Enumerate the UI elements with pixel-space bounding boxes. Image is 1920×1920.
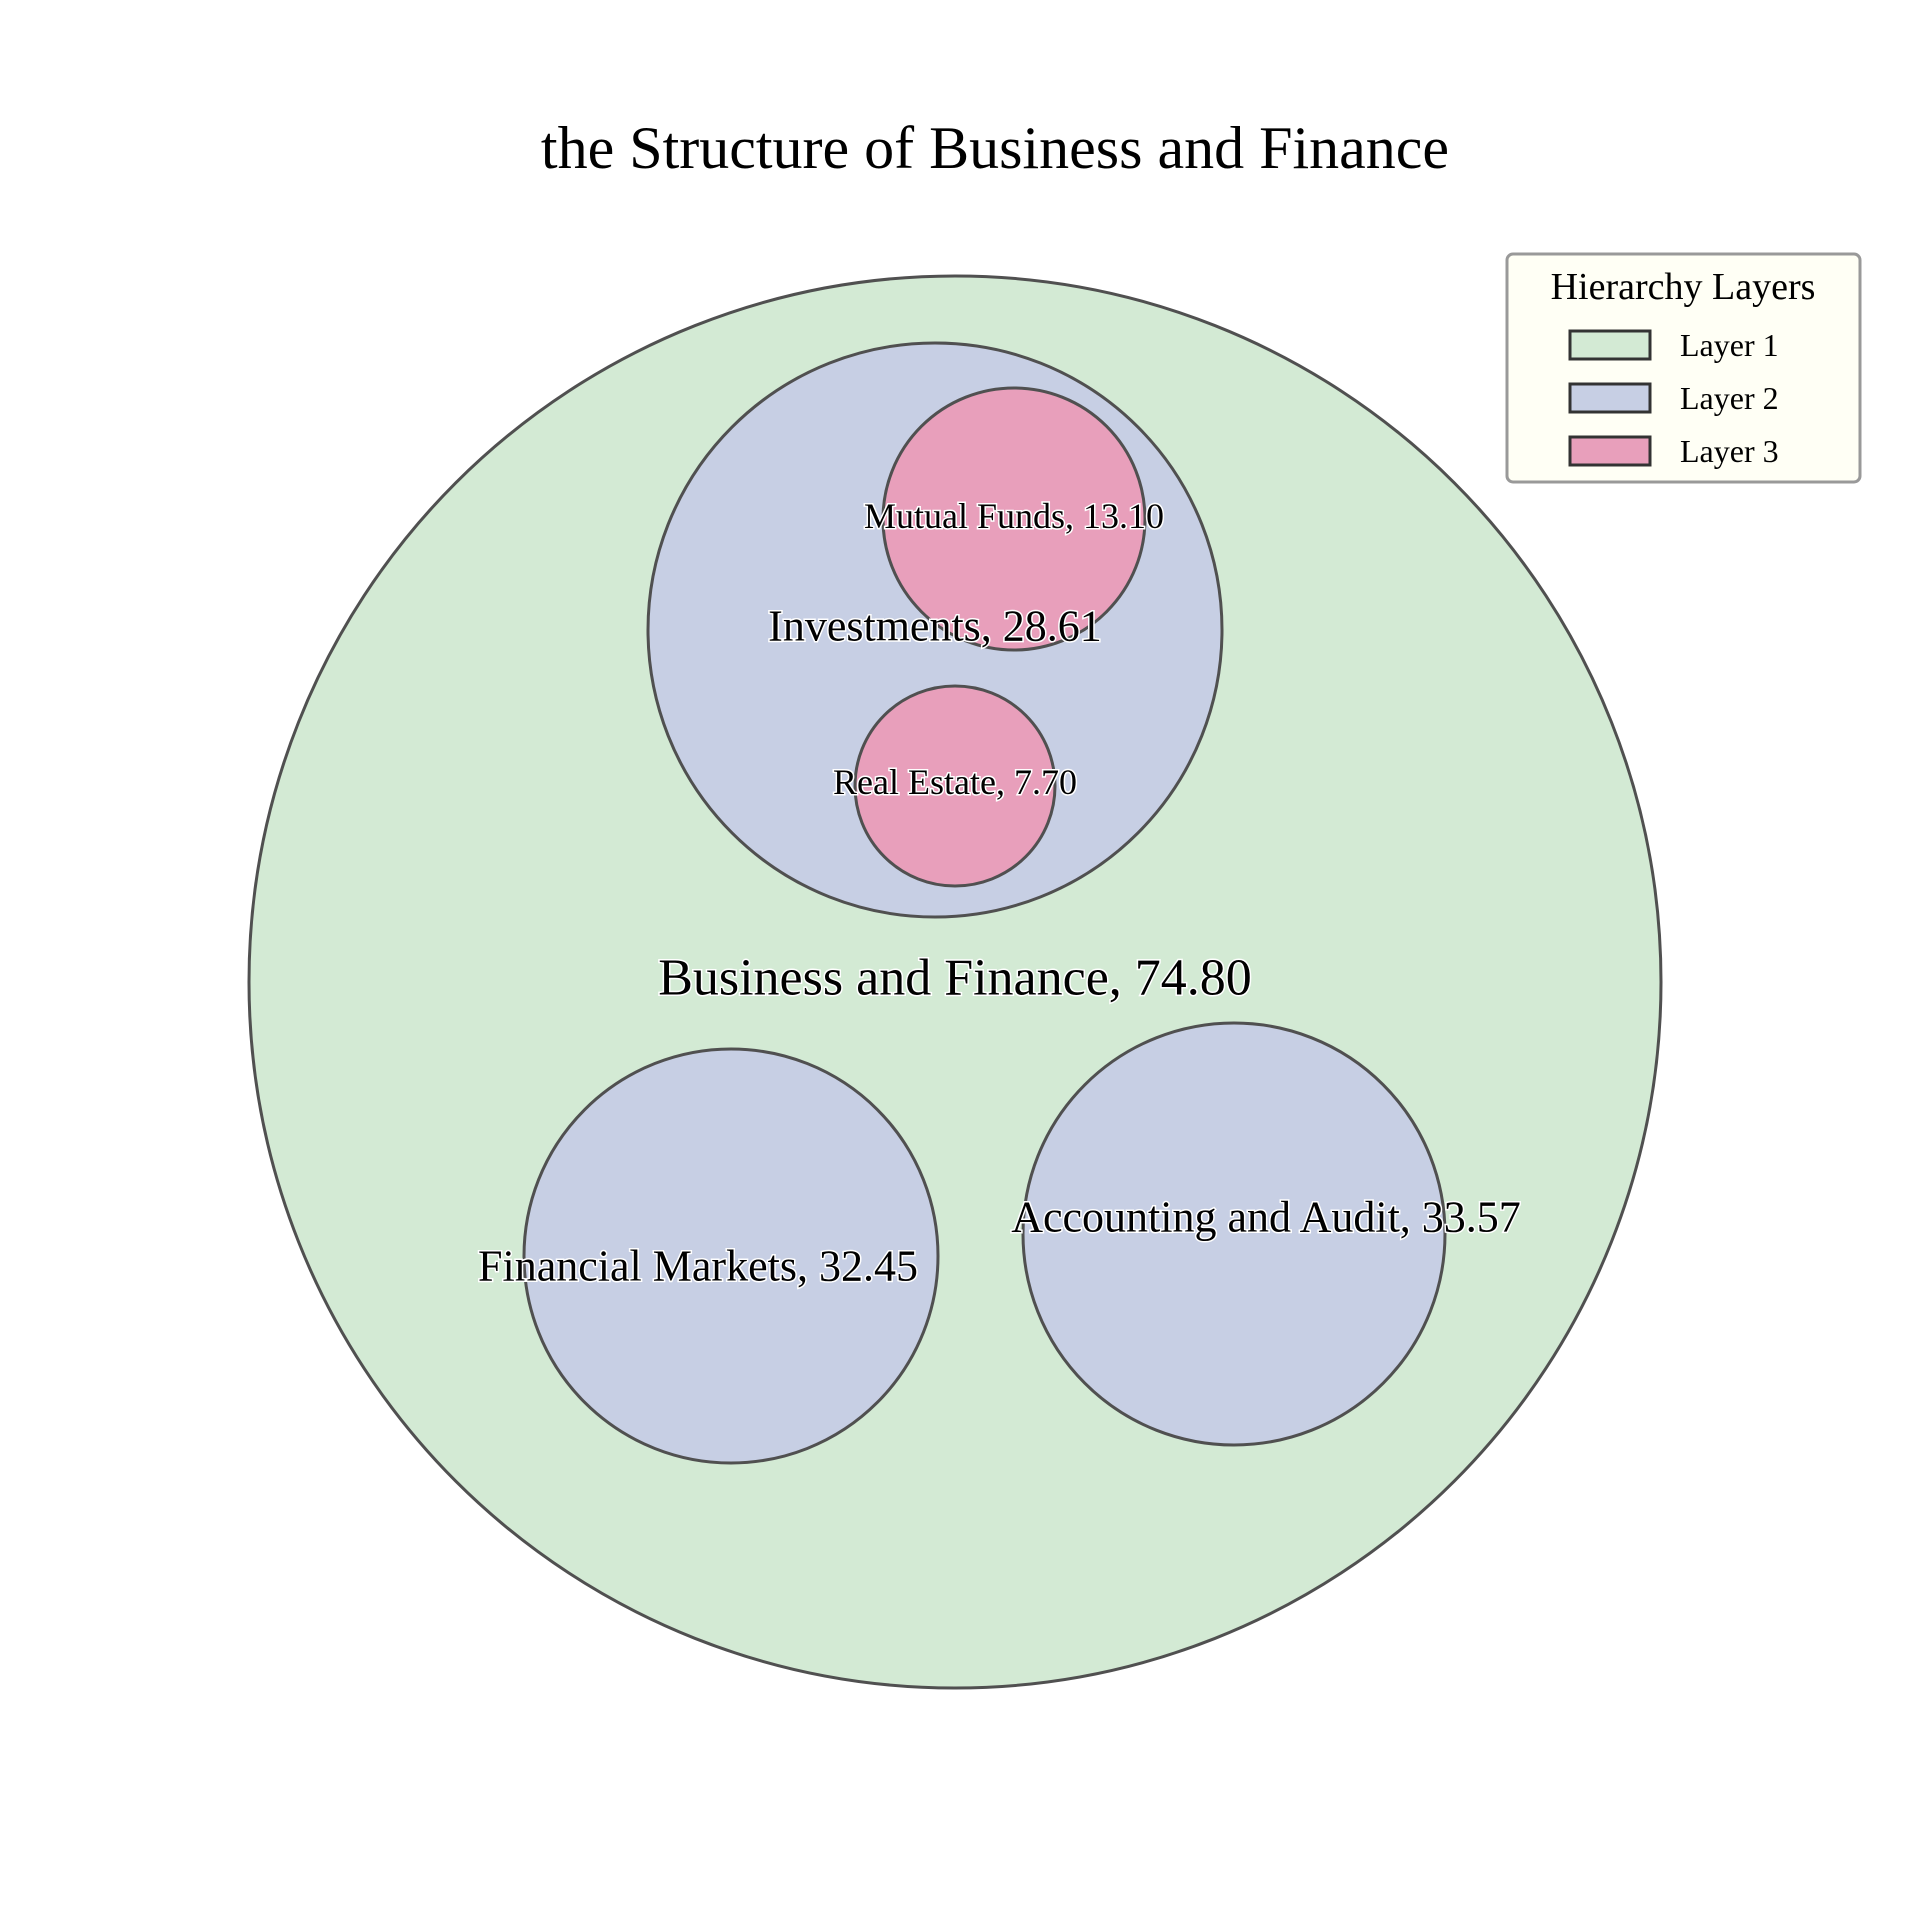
label-layer: Business and Finance, 74.80 Investments, … [477, 495, 1523, 1293]
legend-title: Hierarchy Layers [1551, 266, 1816, 308]
bubble-label-investments: Investments, 28.61 [768, 602, 1102, 651]
legend: Hierarchy Layers Layer 1 Layer 2 Layer 3 [1505, 252, 1862, 484]
bubble-label-root: Business and Finance, 74.80 [658, 950, 1252, 1007]
legend-swatch-layer-2 [1568, 382, 1652, 414]
bubble-label-accounting-audit: Accounting and Audit, 33.57 [1011, 1193, 1521, 1242]
bubble-mutual-funds [881, 386, 1147, 652]
bubble-layer [247, 274, 1663, 1690]
bubble-label-real-estate: Real Estate, 7.70 [833, 762, 1077, 802]
legend-swatch-layer-3 [1568, 435, 1652, 467]
legend-label-layer-1: Layer 1 [1680, 327, 1779, 363]
bubble-financial-markets [522, 1047, 940, 1465]
chart-title: the Structure of Business and Finance [541, 115, 1449, 181]
legend-label-layer-2: Layer 2 [1680, 380, 1779, 416]
bubble-label-financial-markets: Financial Markets, 32.45 [478, 1242, 918, 1291]
bubble-real-estate [853, 684, 1057, 888]
legend-label-layer-3: Layer 3 [1680, 433, 1779, 469]
legend-frame [1505, 252, 1862, 484]
bubble-label-mutual-funds: Mutual Funds, 13.10 [864, 496, 1164, 536]
bubble-accounting-audit [1021, 1021, 1447, 1447]
legend-swatch-layer-1 [1568, 329, 1652, 361]
